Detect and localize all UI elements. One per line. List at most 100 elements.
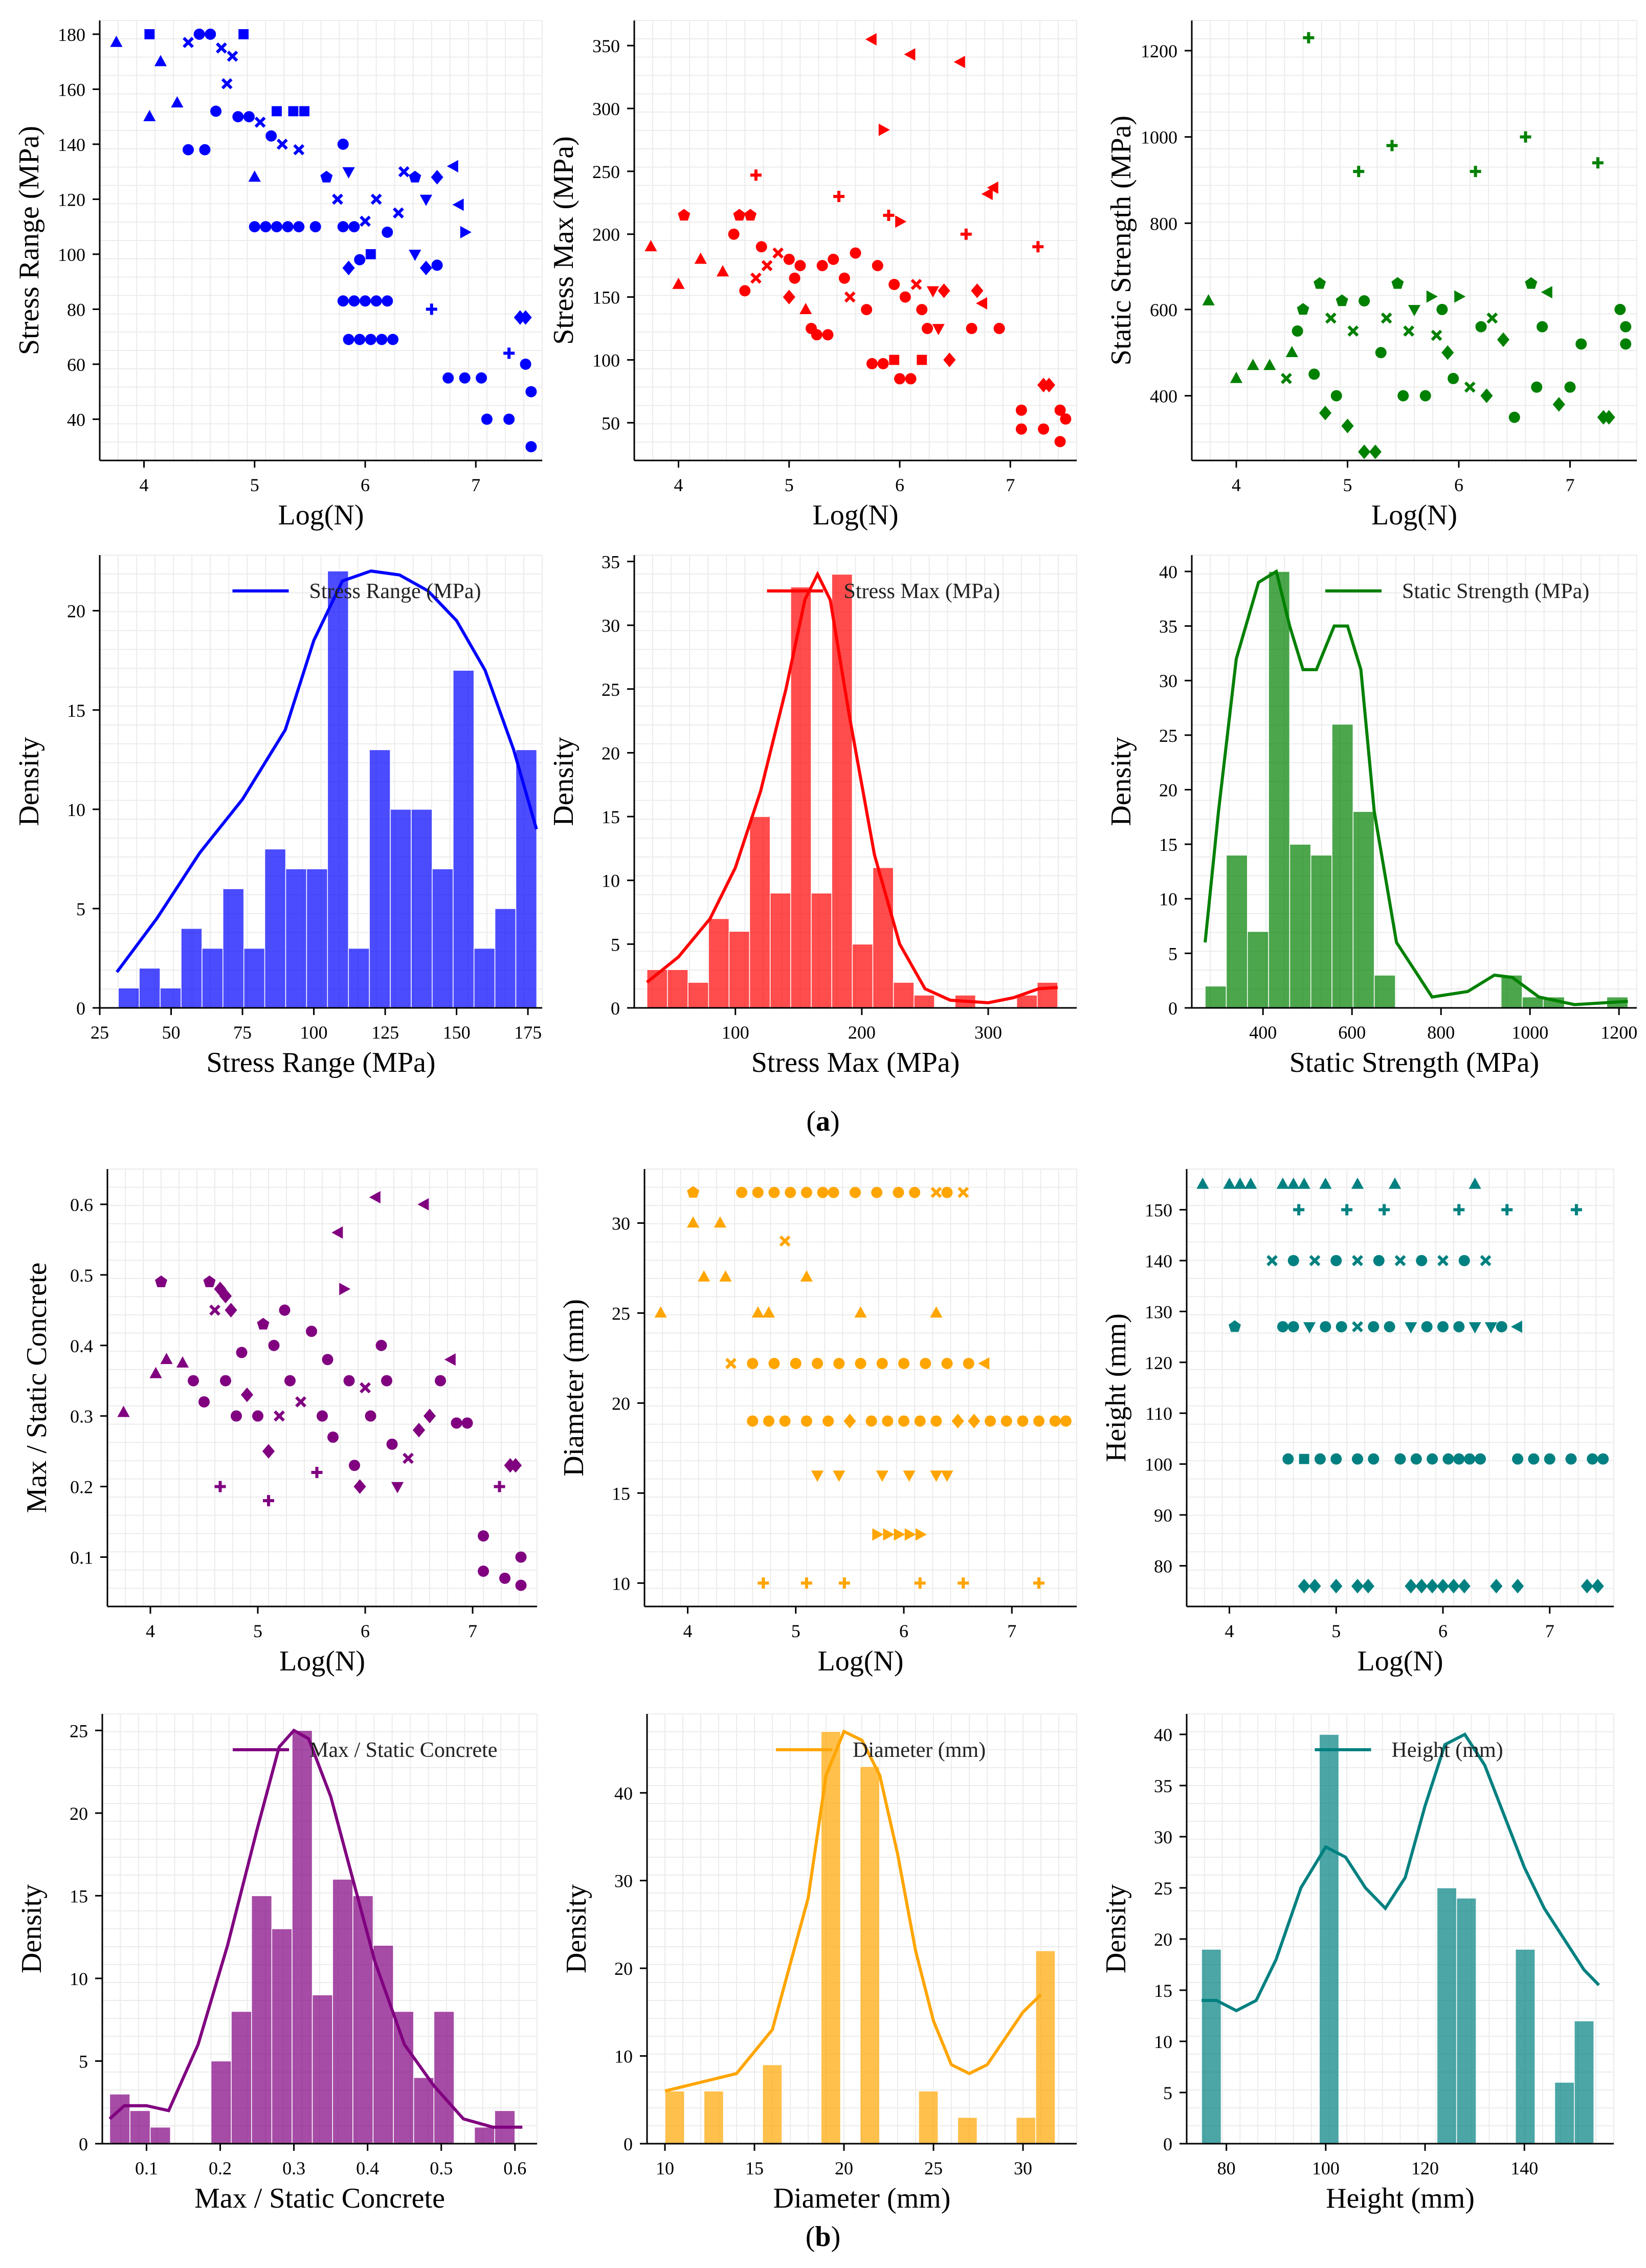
data-point bbox=[1293, 1204, 1305, 1216]
hist-bar bbox=[202, 948, 224, 1008]
hist-bar bbox=[664, 2090, 685, 2144]
hist-bar bbox=[271, 1928, 293, 2144]
data-point bbox=[1341, 1204, 1353, 1216]
data-point bbox=[654, 1306, 667, 1318]
data-point bbox=[342, 167, 355, 179]
data-point bbox=[899, 291, 911, 303]
data-point bbox=[1480, 388, 1493, 403]
x-tick-label: 5 bbox=[785, 475, 794, 495]
data-point bbox=[238, 29, 249, 39]
chart-panel-p8: 4 5 6 7 10 15 20 25 30 Log(N) Diameter (mm) bbox=[558, 1169, 1077, 1677]
data-point bbox=[1247, 359, 1259, 370]
data-point bbox=[981, 187, 993, 201]
x-tick-label: 4 bbox=[683, 1621, 693, 1641]
data-point bbox=[1587, 1453, 1598, 1465]
legend-label: Stress Range (MPa) bbox=[309, 580, 481, 603]
data-point bbox=[360, 1382, 371, 1394]
data-point bbox=[348, 221, 360, 233]
grid bbox=[1191, 20, 1637, 461]
y-tick-label: 15 bbox=[612, 1483, 630, 1504]
data-point bbox=[1391, 277, 1404, 289]
y-tick-label: 20 bbox=[1159, 780, 1177, 800]
x-tick-label: 7 bbox=[471, 475, 480, 495]
hist-bar bbox=[306, 868, 328, 1008]
hist-bar bbox=[762, 2064, 783, 2144]
data-point bbox=[284, 1375, 296, 1386]
data-point bbox=[1362, 1578, 1374, 1594]
data-point bbox=[1565, 1453, 1577, 1465]
data-point bbox=[943, 353, 956, 367]
hist-bar bbox=[210, 2060, 232, 2144]
y-tick-label: 80 bbox=[1154, 1556, 1172, 1576]
hist-bar bbox=[1289, 844, 1311, 1008]
hist-bar bbox=[369, 749, 391, 1008]
data-point bbox=[525, 386, 537, 398]
hist-bar bbox=[494, 908, 517, 1008]
data-point bbox=[917, 355, 927, 365]
data-point bbox=[365, 1410, 376, 1422]
data-point bbox=[930, 1186, 942, 1198]
hist-bar bbox=[859, 1766, 880, 2144]
x-tick-label: 0.6 bbox=[503, 2158, 526, 2178]
data-point bbox=[1469, 1322, 1481, 1334]
y-tick-label: 25 bbox=[1154, 1878, 1172, 1899]
data-point bbox=[442, 372, 454, 384]
data-point bbox=[209, 1304, 220, 1316]
data-point bbox=[1454, 290, 1466, 303]
y-tick-label: 0.1 bbox=[70, 1547, 93, 1568]
x-tick-label: 4 bbox=[140, 475, 149, 495]
data-point bbox=[1458, 1254, 1470, 1266]
data-point bbox=[375, 1339, 387, 1351]
y-tick-label: 25 bbox=[1159, 725, 1177, 746]
data-point bbox=[205, 28, 216, 40]
data-point bbox=[503, 413, 515, 425]
y-tick-label: 35 bbox=[1154, 1776, 1172, 1796]
data-point bbox=[1297, 303, 1309, 315]
hist-bar bbox=[433, 2011, 455, 2144]
data-point bbox=[1447, 1578, 1460, 1594]
y-tick-label: 110 bbox=[1145, 1403, 1172, 1424]
data-point bbox=[1358, 444, 1371, 459]
data-point bbox=[905, 373, 917, 385]
chart-panel-p9: 4 5 6 7 80 90 100 110 120 130 140 150 Log(N) Height (… bbox=[1100, 1169, 1614, 1677]
data-point bbox=[817, 1186, 829, 1198]
data-point bbox=[231, 1410, 242, 1422]
data-point bbox=[154, 1275, 168, 1287]
y-tick-label: 15 bbox=[1154, 1980, 1172, 2001]
data-point bbox=[822, 329, 834, 341]
x-tick-label: 7 bbox=[1006, 475, 1015, 495]
data-point bbox=[750, 169, 762, 181]
y-axis-label: Density bbox=[1105, 737, 1137, 826]
data-point bbox=[265, 130, 277, 142]
data-point bbox=[1620, 321, 1632, 333]
data-point bbox=[1244, 1177, 1257, 1189]
data-point bbox=[1448, 372, 1459, 384]
data-point bbox=[1032, 241, 1044, 253]
x-axis-label: Log(N) bbox=[279, 1645, 365, 1677]
data-point bbox=[1353, 166, 1365, 178]
x-tick-label: 0.2 bbox=[209, 2158, 232, 2178]
data-point bbox=[282, 221, 294, 233]
hist-bar bbox=[708, 918, 730, 1008]
data-point bbox=[1386, 140, 1398, 151]
y-tick-label: 0.5 bbox=[70, 1265, 93, 1286]
data-point bbox=[354, 254, 366, 266]
data-point bbox=[520, 358, 531, 370]
data-point bbox=[1280, 372, 1292, 384]
data-point bbox=[1544, 1453, 1555, 1465]
data-point bbox=[800, 1270, 813, 1282]
x-tick-label: 6 bbox=[899, 1621, 908, 1641]
data-point bbox=[752, 1186, 764, 1198]
hist-bar bbox=[852, 943, 874, 1008]
x-axis-label: Stress Range (MPa) bbox=[207, 1047, 436, 1078]
data-point bbox=[686, 1216, 700, 1228]
kde-line bbox=[1204, 569, 1628, 1006]
data-point bbox=[382, 295, 393, 307]
chart-panel-p6: Static Strength (MPa) 400 600 800 1000 1200 0 5… bbox=[1105, 555, 1637, 1078]
hist-bar bbox=[332, 1879, 353, 2144]
grid bbox=[644, 1169, 1077, 1607]
x-axis-label: Static Strength (MPa) bbox=[1289, 1047, 1539, 1078]
data-point bbox=[1394, 1453, 1406, 1465]
data-point bbox=[376, 334, 388, 345]
data-point bbox=[768, 1358, 780, 1369]
